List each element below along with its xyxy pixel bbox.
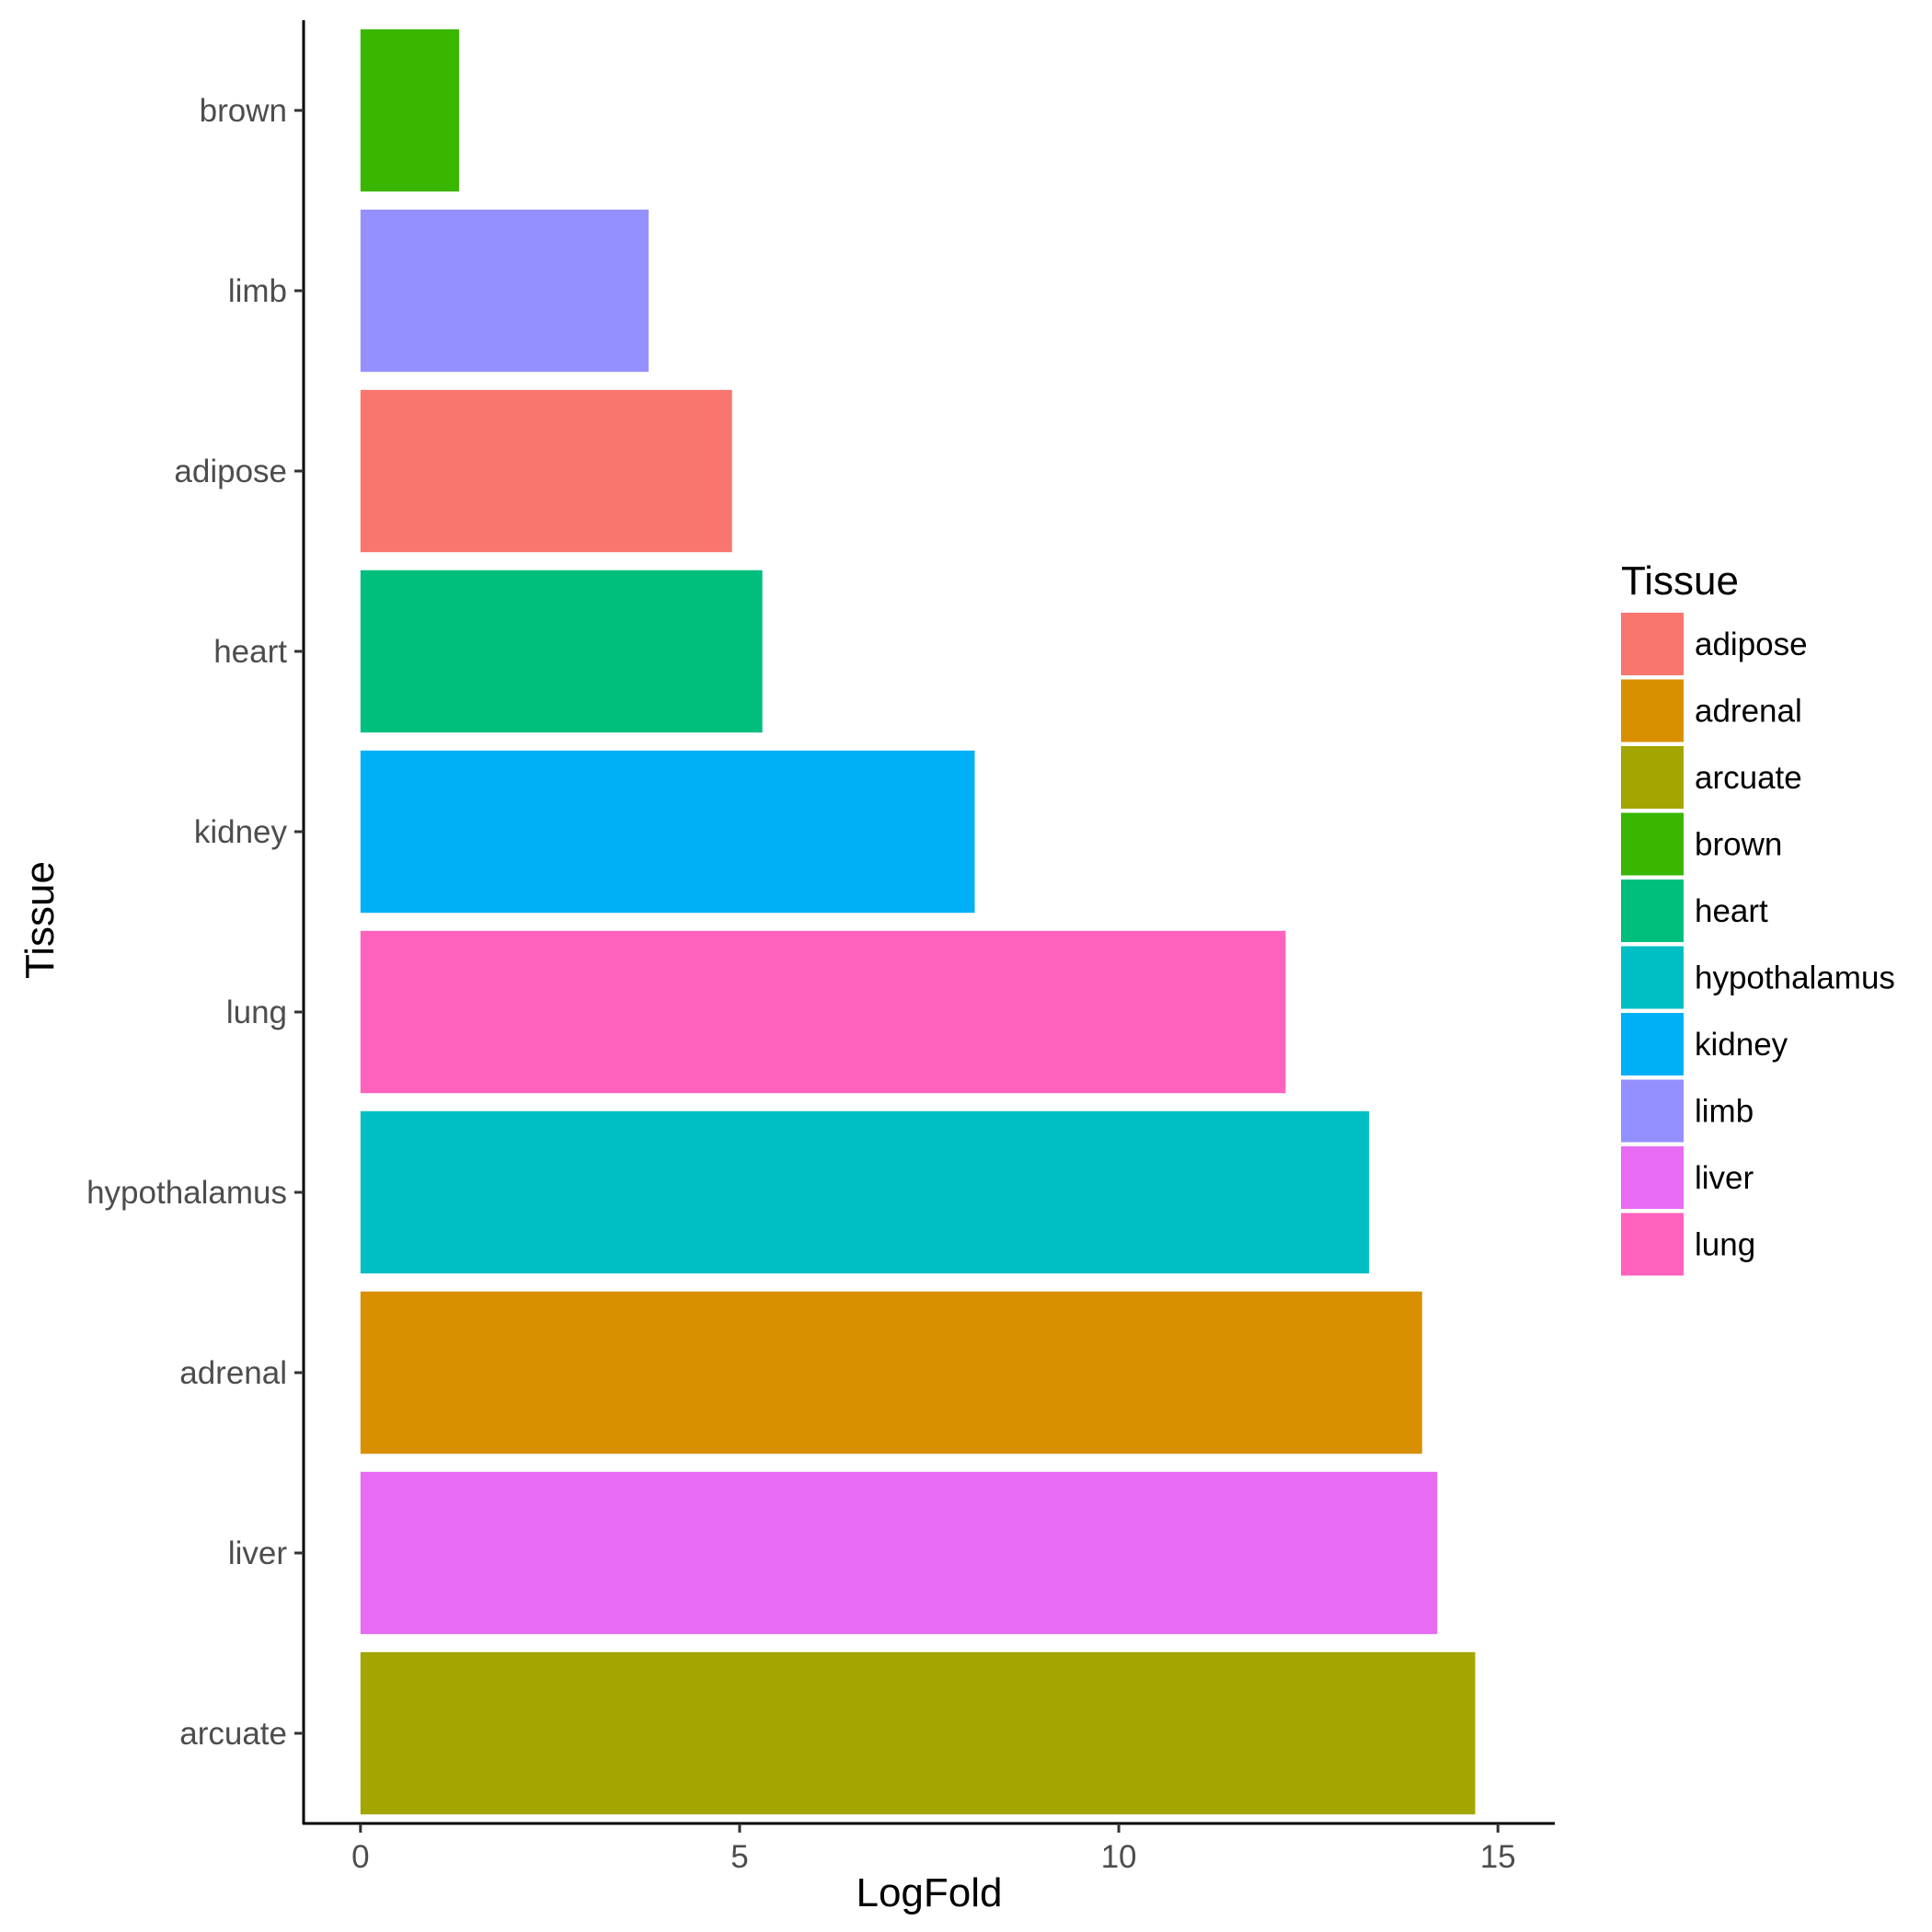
legend-swatch-brown <box>1621 812 1684 876</box>
x-ticks-layer: 0 5 10 15 <box>351 1823 1516 1875</box>
x-axis-title: LogFold <box>856 1870 1002 1915</box>
y-tick-label-adrenal: adrenal <box>179 1355 287 1391</box>
legend-label-adipose: adipose <box>1695 627 1808 662</box>
y-tick-label-lung: lung <box>226 995 287 1030</box>
y-axis-title: Tissue <box>17 861 63 979</box>
legend-label-lung: lung <box>1695 1227 1755 1263</box>
x-tick-label-10: 10 <box>1101 1839 1137 1875</box>
y-tick-label-liver: liver <box>228 1535 288 1571</box>
legend-title: Tissue <box>1621 558 1739 604</box>
legend-label-kidney: kidney <box>1695 1027 1788 1063</box>
y-tick-label-adipose: adipose <box>174 454 287 489</box>
bar-adipose <box>360 389 732 553</box>
x-tick-label-5: 5 <box>730 1839 748 1875</box>
bars-layer <box>360 29 1476 1815</box>
legend-swatch-adipose <box>1621 613 1684 675</box>
y-tick-label-heart: heart <box>213 634 287 670</box>
bar-liver <box>360 1471 1438 1635</box>
legend-swatch-hypothalamus <box>1621 946 1684 1009</box>
legend-label-arcuate: arcuate <box>1695 760 1802 796</box>
bar-brown <box>360 29 459 192</box>
y-tick-label-brown: brown <box>200 93 287 129</box>
y-tick-label-limb: limb <box>228 273 287 309</box>
bar-kidney <box>360 750 975 914</box>
y-tick-label-hypothalamus: hypothalamus <box>86 1175 287 1211</box>
legend: Tissue adipose adrenal arcuate brown heart hy… <box>1621 558 1895 1276</box>
bar-limb <box>360 209 650 373</box>
y-tick-label-arcuate: arcuate <box>179 1716 287 1752</box>
legend-swatch-limb <box>1621 1079 1684 1143</box>
legend-swatch-kidney <box>1621 1013 1684 1075</box>
legend-swatch-adrenal <box>1621 679 1684 742</box>
bar-hypothalamus <box>360 1110 1370 1274</box>
bar-heart <box>360 569 763 733</box>
y-tick-label-kidney: kidney <box>194 814 288 850</box>
bar-lung <box>360 930 1286 1094</box>
legend-swatch-liver <box>1621 1146 1684 1209</box>
x-tick-label-15: 15 <box>1480 1839 1516 1875</box>
legend-label-brown: brown <box>1695 827 1782 863</box>
legend-label-limb: limb <box>1695 1094 1754 1130</box>
legend-label-hypothalamus: hypothalamus <box>1695 960 1895 996</box>
bar-arcuate <box>360 1651 1476 1815</box>
y-ticks-layer: brown limb adipose heart kidney lung hypothala… <box>86 93 304 1752</box>
legend-label-liver: liver <box>1695 1160 1754 1196</box>
legend-items: adipose adrenal arcuate brown heart hypothala… <box>1621 613 1895 1276</box>
legend-swatch-heart <box>1621 880 1684 942</box>
bar-adrenal <box>360 1291 1422 1455</box>
legend-label-heart: heart <box>1695 893 1768 929</box>
legend-swatch-arcuate <box>1621 746 1684 809</box>
legend-label-adrenal: adrenal <box>1695 694 1802 730</box>
x-tick-label-0: 0 <box>351 1839 369 1875</box>
legend-swatch-lung <box>1621 1213 1684 1276</box>
